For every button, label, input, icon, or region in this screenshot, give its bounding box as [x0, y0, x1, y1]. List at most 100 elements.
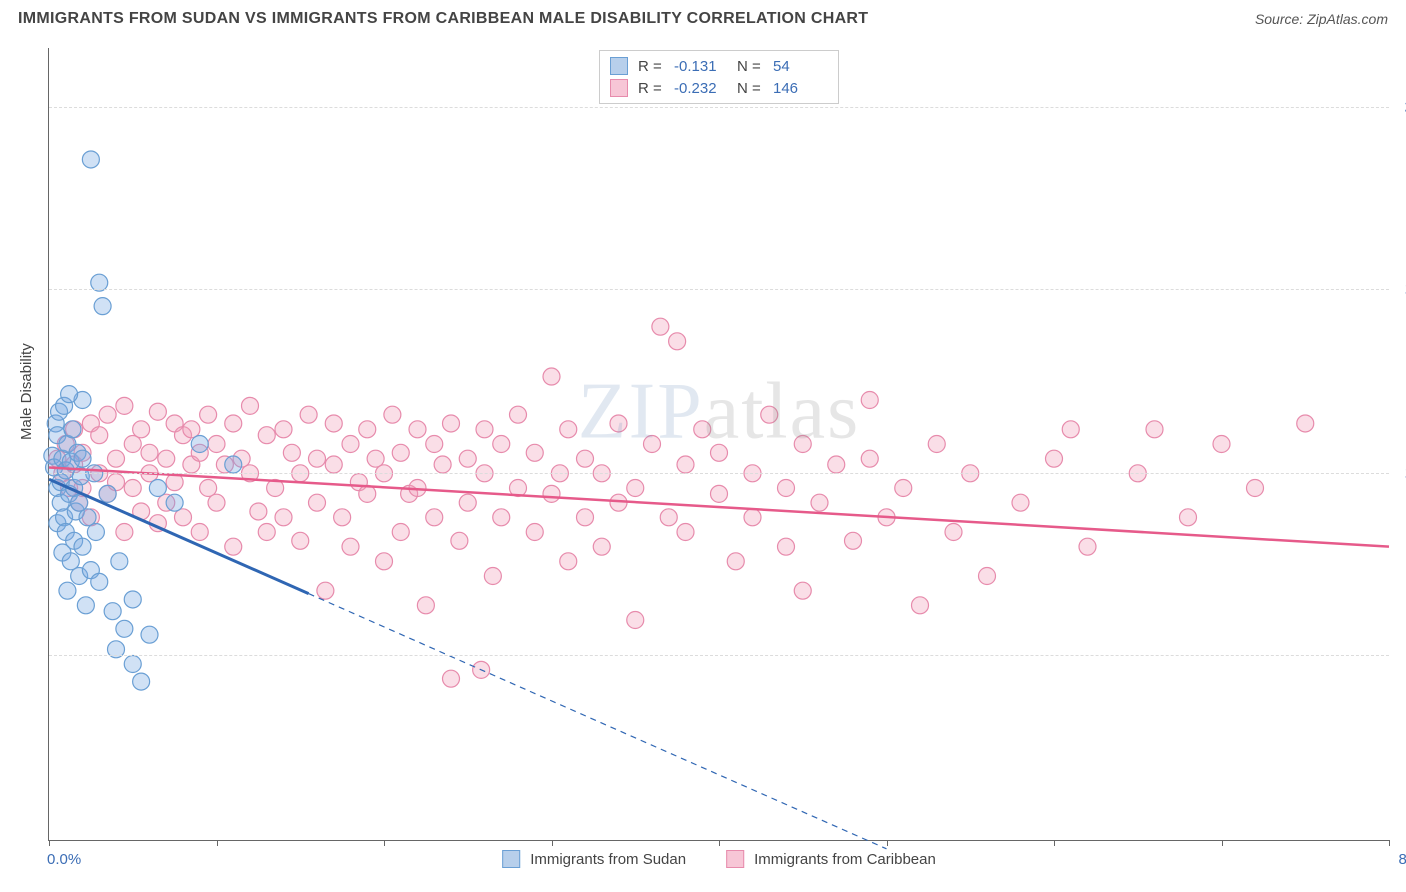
scatter-point [459, 494, 476, 511]
scatter-point [560, 553, 577, 570]
y-tick-label: 12.5% [1397, 465, 1406, 482]
scatter-point [644, 436, 661, 453]
y-tick-label: 18.8% [1397, 280, 1406, 297]
scatter-point [1180, 509, 1197, 526]
scatter-point [77, 597, 94, 614]
scatter-point [1146, 421, 1163, 438]
scatter-point [59, 582, 76, 599]
scatter-point [124, 656, 141, 673]
scatter-point [660, 509, 677, 526]
scatter-point [283, 444, 300, 461]
scatter-point [342, 538, 359, 555]
swatch-icon [502, 850, 520, 868]
scatter-point [493, 509, 510, 526]
scatter-point [116, 397, 133, 414]
scatter-point [108, 450, 125, 467]
x-tick [49, 840, 50, 846]
scatter-point [543, 368, 560, 385]
scatter-point [91, 427, 108, 444]
scatter-point [1079, 538, 1096, 555]
scatter-point [593, 538, 610, 555]
x-tick [1054, 840, 1055, 846]
scatter-point [292, 532, 309, 549]
scatter-point [384, 406, 401, 423]
scatter-point [325, 415, 342, 432]
y-tick-label: 25.0% [1397, 98, 1406, 115]
scatter-point [342, 436, 359, 453]
scatter-point [141, 626, 158, 643]
scatter-point [727, 553, 744, 570]
scatter-point [141, 444, 158, 461]
legend-label: Immigrants from Sudan [530, 851, 686, 868]
scatter-point [225, 538, 242, 555]
scatter-point [124, 591, 141, 608]
scatter-point [1297, 415, 1314, 432]
x-tick [1222, 840, 1223, 846]
scatter-point [744, 509, 761, 526]
swatch-icon [726, 850, 744, 868]
gridline-h [49, 107, 1389, 108]
scatter-point [543, 485, 560, 502]
scatter-point [359, 421, 376, 438]
scatter-point [116, 524, 133, 541]
scatter-point [133, 421, 150, 438]
y-axis-label: Male Disability [18, 343, 35, 440]
n-value: 146 [773, 80, 828, 97]
trend-line [49, 467, 1389, 546]
scatter-point [208, 494, 225, 511]
scatter-point [627, 612, 644, 629]
scatter-point [191, 524, 208, 541]
x-tick [719, 840, 720, 846]
scatter-point [99, 485, 116, 502]
scatter-point [417, 597, 434, 614]
scatter-point [359, 485, 376, 502]
r-value: -0.232 [674, 80, 729, 97]
scatter-point [677, 456, 694, 473]
scatter-point [828, 456, 845, 473]
scatter-point [484, 568, 501, 585]
scatter-point [392, 444, 409, 461]
y-tick-label: 6.3% [1397, 647, 1406, 664]
scatter-point [778, 538, 795, 555]
scatter-point [1012, 494, 1029, 511]
x-axis-max-label: 80.0% [1398, 851, 1406, 868]
stats-row: R = -0.232 N = 146 [610, 77, 828, 99]
swatch-icon [610, 57, 628, 75]
scatter-point [577, 509, 594, 526]
scatter-point [610, 415, 627, 432]
scatter-point [317, 582, 334, 599]
scatter-point [133, 673, 150, 690]
scatter-point [434, 456, 451, 473]
scatter-point [258, 524, 275, 541]
scatter-point [794, 436, 811, 453]
r-label: R = [638, 80, 666, 97]
scatter-point [861, 450, 878, 467]
scatter-point [694, 421, 711, 438]
scatter-point [861, 392, 878, 409]
trend-line-extrapolated [309, 594, 887, 849]
chart-plot-area: ZIPatlas R = -0.131 N = 54 R = -0.232 N … [48, 48, 1389, 841]
chart-title: IMMIGRANTS FROM SUDAN VS IMMIGRANTS FROM… [18, 10, 868, 28]
scatter-point [149, 480, 166, 497]
source-label: Source: ZipAtlas.com [1255, 11, 1388, 27]
x-axis-min-label: 0.0% [47, 851, 81, 868]
legend-item: Immigrants from Sudan [502, 850, 686, 868]
x-tick [552, 840, 553, 846]
r-value: -0.131 [674, 58, 729, 75]
scatter-point [99, 406, 116, 423]
scatter-point [711, 444, 728, 461]
n-label: N = [737, 58, 765, 75]
scatter-point [677, 524, 694, 541]
scatter-point [652, 318, 669, 335]
scatter-point [166, 494, 183, 511]
scatter-point [493, 436, 510, 453]
scatter-point [1062, 421, 1079, 438]
scatter-point [426, 436, 443, 453]
scatter-point [334, 509, 351, 526]
gridline-h [49, 473, 1389, 474]
scatter-point [64, 421, 81, 438]
scatter-point [669, 333, 686, 350]
scatter-svg [49, 48, 1389, 840]
scatter-point [376, 553, 393, 570]
scatter-point [426, 509, 443, 526]
